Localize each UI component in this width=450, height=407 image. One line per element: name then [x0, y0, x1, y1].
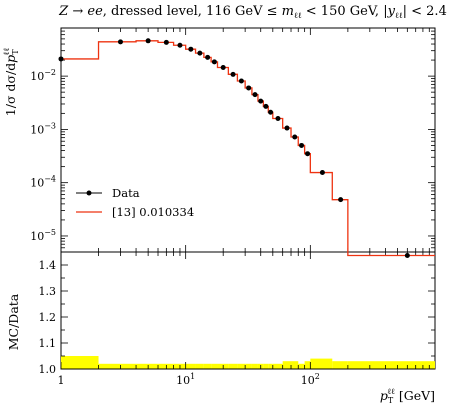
ratio-band-segment — [61, 356, 99, 369]
ratio-band-segment — [310, 358, 333, 369]
data-point — [338, 197, 344, 203]
ratio-plot-frame — [60, 251, 436, 370]
ratio-y-tick-label: 1.4 — [39, 259, 57, 272]
data-point — [246, 85, 252, 91]
ratio-y-tick-label: 1.1 — [39, 337, 57, 350]
data-points — [58, 38, 410, 258]
ratio-y-axis-title: MC/Data — [6, 293, 21, 350]
data-point — [163, 39, 169, 45]
legend-label-data: Data — [112, 186, 140, 200]
ratio-band-segment — [272, 363, 283, 369]
data-point — [252, 92, 258, 98]
ratio-band-segment — [136, 363, 159, 369]
ratio-y-tick-label: 1.2 — [39, 311, 57, 324]
mc-histogram — [61, 40, 435, 257]
ratio-axis-ticks: 1 101 102 1.0 1.1 1.2 1.3 1.4 — [39, 252, 435, 387]
data-point — [58, 56, 64, 62]
main-y-tick-label: 10−5 — [30, 228, 56, 243]
data-point — [238, 78, 244, 84]
ratio-band-segment — [158, 363, 174, 369]
ratio-band-segment — [304, 361, 311, 369]
main-y-tick-label: 10−3 — [30, 121, 56, 136]
data-point — [117, 39, 123, 45]
data-point — [319, 170, 325, 176]
data-point — [205, 54, 211, 60]
ratio-band-segment — [185, 363, 196, 369]
data-point — [220, 65, 226, 71]
ratio-band-segment — [332, 361, 348, 369]
legend-label-mc: [13] 0.010334 — [112, 205, 194, 219]
ratio-band-segment — [245, 363, 252, 369]
data-point — [188, 46, 194, 52]
ratio-band-segment — [211, 363, 218, 369]
mc-histogram-line — [61, 40, 435, 257]
ratio-band-segment — [268, 363, 273, 369]
x-tick-label: 1 — [58, 374, 65, 387]
data-point — [292, 134, 298, 140]
ratio-band-segment — [298, 363, 305, 369]
ratio-uncertainty-band — [61, 356, 435, 369]
main-y-tick-label: 10−4 — [30, 175, 56, 190]
data-point — [268, 109, 274, 115]
data-point — [404, 252, 410, 258]
chart-title: Z → ee, dressed level, 116 GeV ≤ mℓℓ < 1… — [58, 4, 447, 20]
main-y-tick-label: 10−2 — [30, 68, 56, 83]
data-point — [305, 151, 311, 157]
data-point — [230, 71, 236, 77]
data-point — [211, 59, 217, 65]
main-y-axis-title: 1/σ dσ/dpTℓℓ — [2, 48, 20, 117]
data-point — [258, 98, 264, 104]
x-tick-label: 101 — [176, 372, 195, 387]
main-axis-ticks: 10−5 10−4 10−3 10−2 — [30, 27, 435, 252]
data-point — [177, 42, 183, 48]
ratio-band-segment — [282, 361, 292, 369]
x-tick-label: 102 — [301, 372, 320, 387]
legend: Data [13] 0.010334 — [76, 186, 194, 219]
ratio-band-segment — [237, 363, 246, 369]
ratio-band-segment — [263, 363, 269, 369]
ratio-band-segment — [203, 363, 212, 369]
ratio-y-tick-label: 1.0 — [39, 363, 57, 376]
ratio-band-segment — [291, 361, 299, 369]
ratio-band-segment — [98, 363, 137, 369]
data-point — [263, 103, 269, 109]
ratio-y-tick-label: 1.3 — [39, 285, 57, 298]
ratio-band-segment — [195, 363, 204, 369]
data-point — [145, 38, 151, 44]
legend-data-marker — [86, 190, 92, 196]
ratio-band-segment — [228, 363, 238, 369]
data-point — [299, 142, 305, 148]
x-axis-title: pTℓℓ [GeV] — [380, 387, 435, 405]
data-point — [284, 125, 290, 131]
ratio-band-segment — [347, 361, 435, 369]
data-point — [197, 50, 203, 56]
ratio-band-segment — [251, 363, 258, 369]
data-point — [275, 116, 281, 122]
